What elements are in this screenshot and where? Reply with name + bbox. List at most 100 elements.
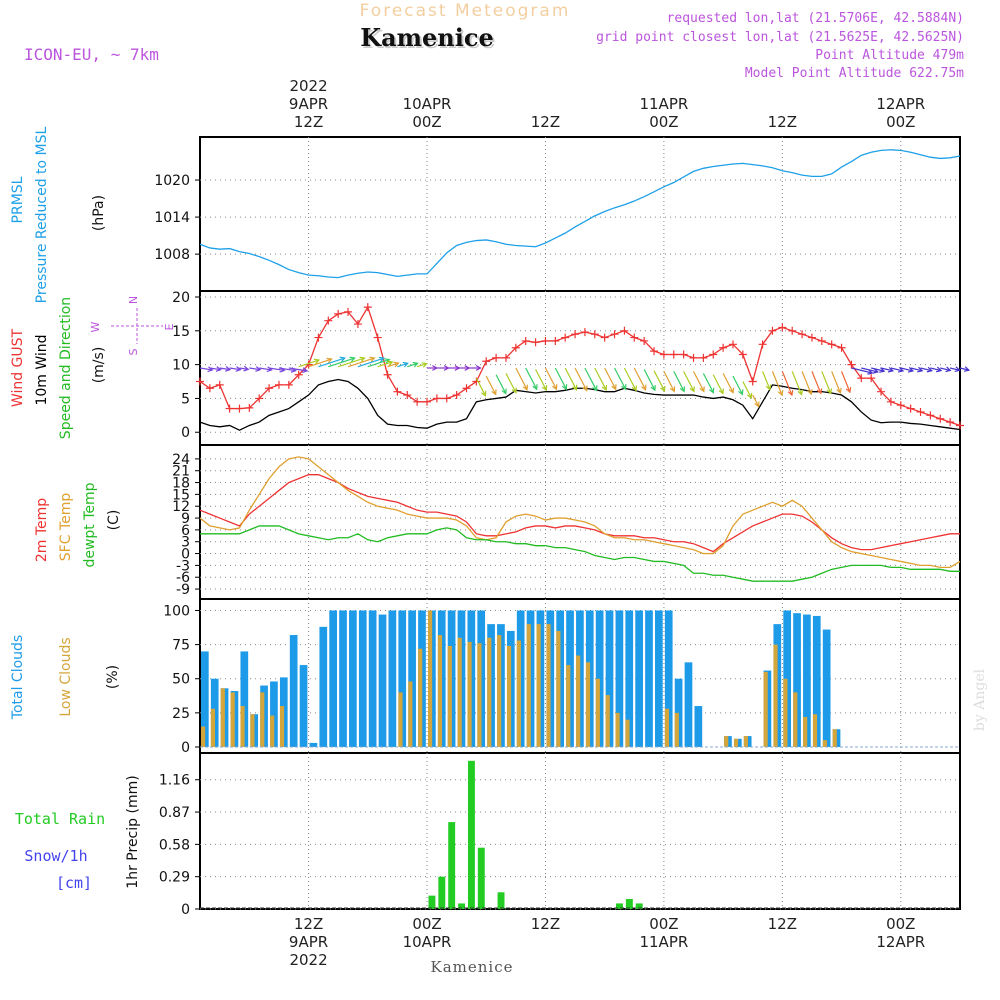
low-cloud-bar xyxy=(763,671,768,747)
wind-arrow-head xyxy=(708,387,715,394)
wind-arrow-head xyxy=(845,387,852,394)
wind-direction-arrow xyxy=(337,357,365,368)
gust-marker xyxy=(334,309,343,318)
y-tick-label: 0.29 xyxy=(159,870,190,886)
compass-letter: E xyxy=(163,323,176,330)
low-cloud-bar xyxy=(467,641,472,747)
wind-direction-arrow xyxy=(673,371,685,392)
gust-marker xyxy=(877,387,886,396)
wind-arrow-head xyxy=(552,384,558,391)
wind-direction-arrow xyxy=(239,367,249,370)
wind-direction-arrow xyxy=(525,367,538,390)
y-tick-label: 0.58 xyxy=(159,837,190,853)
compass-letter: S xyxy=(127,348,140,355)
low-cloud-bar xyxy=(220,688,225,747)
wind-arrow-head xyxy=(387,360,394,367)
low-clouds-label: Low Clouds xyxy=(58,637,74,716)
wind-direction-arrow xyxy=(594,367,607,391)
low-cloud-bar xyxy=(546,624,551,747)
wind-direction-arrow xyxy=(367,358,390,368)
low-cloud-bar xyxy=(605,695,610,747)
low-cloud-bar xyxy=(506,645,512,747)
gust-marker xyxy=(798,330,807,339)
wind-arrow-head xyxy=(746,392,753,399)
total-cloud-bar xyxy=(329,610,337,747)
gust-marker xyxy=(265,384,274,393)
wind-direction-arrow xyxy=(318,357,345,368)
model-altitude-label: Model Point Altitude 622.75m xyxy=(745,66,964,81)
rain-bar xyxy=(625,898,633,909)
wind-direction-arrow xyxy=(229,367,241,371)
wind-arrow-head xyxy=(765,384,772,391)
gust-marker xyxy=(462,384,471,393)
bottom-time-label: 00Z xyxy=(412,915,441,933)
y-tick-label: 1.16 xyxy=(159,773,190,789)
low-cloud-bar xyxy=(664,708,670,747)
wind-arrow-head xyxy=(660,385,666,393)
clouds-unit: (%) xyxy=(105,665,121,689)
total-cloud-bar xyxy=(339,610,347,747)
wind-arrow-head xyxy=(339,356,346,363)
precip-panel: 0 0.29 0.58 0.87 1.16 xyxy=(159,752,961,918)
gust-marker xyxy=(344,307,353,316)
low-cloud-bar xyxy=(200,726,206,747)
wind-direction-arrow xyxy=(643,369,656,391)
y-tick-label: 0 xyxy=(181,425,190,441)
gust-marker xyxy=(600,333,609,342)
y-tick-label: 10 xyxy=(172,358,190,374)
gust-marker xyxy=(788,326,797,335)
wind-direction-arrow xyxy=(515,367,528,390)
wind-arrow-head xyxy=(679,386,686,393)
wind-arrow-head xyxy=(728,387,735,394)
bottom-time-label: 00Z xyxy=(649,915,678,933)
gust-marker xyxy=(689,353,698,362)
wind-direction-arrow xyxy=(475,377,486,396)
gust-marker xyxy=(255,394,264,403)
series-line xyxy=(199,456,961,569)
low-cloud-bar xyxy=(428,610,433,747)
wind-arrow-head xyxy=(561,384,568,391)
gust-marker xyxy=(482,357,491,366)
rain-bar xyxy=(497,892,505,909)
low-cloud-bar xyxy=(516,640,521,747)
gust-marker xyxy=(847,360,856,369)
total-cloud-bar xyxy=(408,610,416,747)
low-cloud-bar xyxy=(497,635,502,747)
total-cloud-bar xyxy=(200,651,209,747)
gust-marker xyxy=(442,394,451,403)
total-cloud-bar xyxy=(349,610,357,747)
rain-bar xyxy=(467,760,475,909)
total-cloud-bar xyxy=(655,610,663,747)
wind-arrow-head xyxy=(326,357,333,364)
gust-marker xyxy=(225,404,234,413)
gust-marker xyxy=(630,333,639,342)
total-clouds-label: Total Clouds xyxy=(10,635,26,720)
wind-direction-arrow xyxy=(702,373,714,393)
y-tick-label: 1014 xyxy=(154,210,190,226)
wind-direction-arrow xyxy=(268,367,285,372)
wind-direction-arrow xyxy=(584,367,598,391)
wind-arrow-head xyxy=(393,361,400,368)
top-time-label: 12APR xyxy=(876,95,925,113)
wind-arrow-head xyxy=(582,385,588,392)
wind-arrow-head xyxy=(777,390,784,397)
precip-legend-label: Snow/1h xyxy=(24,847,87,865)
wind-arrow-head xyxy=(481,390,487,397)
low-cloud-bar xyxy=(398,692,403,747)
gust-marker xyxy=(650,347,659,356)
wind-direction-arrow xyxy=(871,367,885,372)
low-cloud-bar xyxy=(270,715,275,747)
wind-direction-arrow xyxy=(831,371,841,394)
panel-frame xyxy=(199,752,961,910)
wind-direction-arrow xyxy=(328,357,355,368)
gust-marker xyxy=(956,421,964,430)
gust-marker xyxy=(561,333,570,342)
y-tick-label: 3 xyxy=(181,535,190,551)
temp-sfc-label: SFC Temp xyxy=(58,493,74,562)
precip-legend-label: [cm] xyxy=(56,874,92,892)
low-cloud-bar xyxy=(585,662,591,747)
wind-arrow-head xyxy=(522,384,529,391)
wind-direction-arrow xyxy=(219,367,231,371)
